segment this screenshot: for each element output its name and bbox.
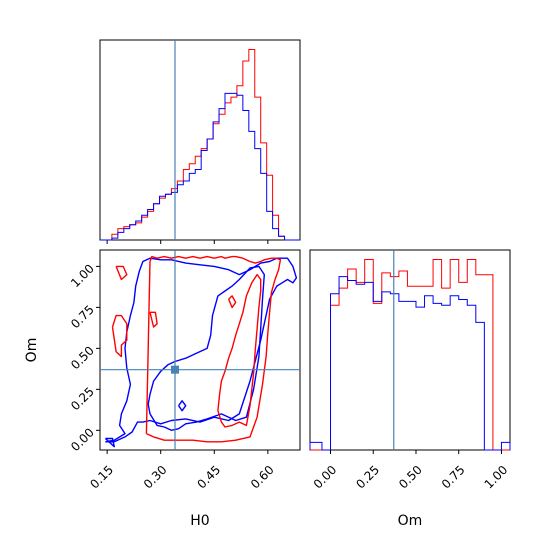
x-tick-label: 0.50 (396, 463, 425, 492)
ylabel-om: Om (24, 338, 40, 363)
x-tick-label: 0.15 (87, 463, 116, 492)
x-tick-label: 0.60 (248, 463, 277, 492)
contour-line-5 (115, 265, 128, 281)
x-tick-label: 0.45 (194, 463, 223, 492)
y-tick-label: 0.75 (68, 302, 97, 331)
y-tick-label: 0.50 (68, 343, 97, 372)
x-tick-label: 0.25 (353, 463, 382, 492)
y-tick-label: 1.00 (68, 261, 97, 290)
histogram-series-1 (100, 92, 300, 241)
panel-om-histogram: 0.00 0.25 0.50 0.75 1.00 (309, 249, 511, 492)
contour-line-4 (111, 314, 128, 358)
contour-line-1 (147, 265, 265, 431)
x-tick-label: 1.00 (482, 463, 511, 492)
panel-frame (99, 249, 301, 451)
panel-frame (99, 39, 301, 241)
contour-line-2 (145, 255, 282, 443)
contour-line-6 (149, 311, 158, 328)
panel-frame (309, 249, 511, 451)
contour-line-7 (227, 295, 237, 309)
truth-marker (171, 365, 179, 374)
panel-h0-om-contour: 0.15 0.30 0.45 0.60 0.00 0.25 0.50 0.75 1.00 (68, 249, 301, 492)
x-tick-label: 0.00 (311, 463, 340, 492)
xlabel-h0: H0 (190, 513, 209, 529)
histogram-series-0 (310, 259, 510, 451)
panel-h0-histogram (99, 39, 301, 244)
y-tick-label: 0.25 (68, 384, 97, 413)
histogram-series-1 (309, 276, 511, 451)
y-tick-label: 0.00 (68, 425, 97, 454)
x-tick-label: 0.75 (439, 463, 468, 492)
x-tick-label: 0.30 (141, 463, 170, 492)
xlabel-om: Om (398, 513, 423, 529)
contour-line-9 (104, 437, 116, 448)
contour-line-8 (178, 400, 187, 412)
contour-line-3 (217, 273, 262, 428)
